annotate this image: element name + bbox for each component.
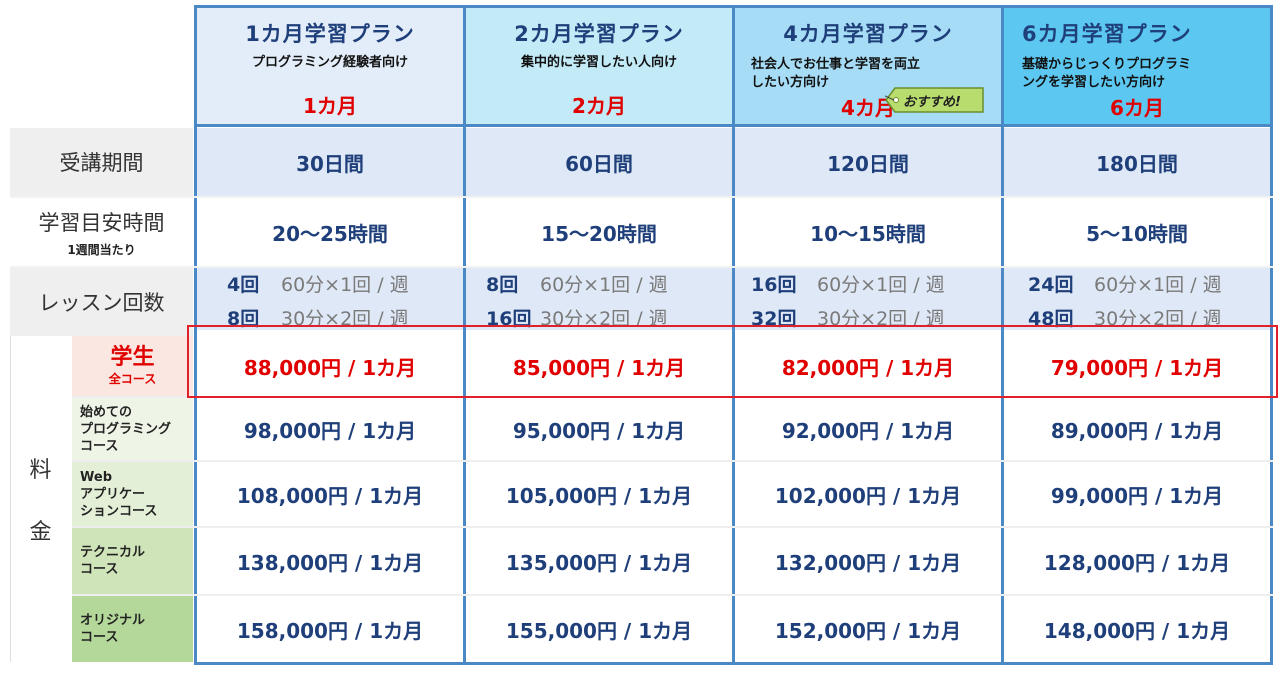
lessons-cell-3: 16回 60分×1回 / 週 32回 30分×2回 / 週 <box>735 268 1001 330</box>
plan-title: 6カ月学習プラン <box>1022 22 1192 46</box>
course-technical: テクニカル コース <box>72 528 193 594</box>
plan-header-4: 6カ月学習プラン 基礎からじっくりプログラミ ングを学習したい方向け 6カ月 <box>1004 8 1270 124</box>
course-web-app: Web アプリケー ションコース <box>72 462 193 526</box>
plan-duration: 6カ月 <box>1110 96 1164 120</box>
row-divider <box>10 266 1273 268</box>
grid-line <box>194 662 1273 665</box>
course-beginner: 始めての プログラミング コース <box>72 398 193 460</box>
lessons-cell-2: 8回 60分×1回 / 週 16回 30分×2回 / 週 <box>466 268 732 330</box>
plan-description: 基礎からじっくりプログラミ ングを学習したい方向け <box>1022 57 1192 90</box>
price-technical-1: 138,000円 / 1カ月 <box>197 528 463 594</box>
plan-header-3: 4カ月学習プラン 社会人でお仕事と学習を両立 したい方向け 4カ月 おすすめ! <box>735 8 1001 124</box>
plan-header-2: 2カ月学習プラン 集中的に学習したい人向け 2カ月 <box>466 8 732 124</box>
study-time-cell-2: 15〜20時間 <box>466 198 732 266</box>
price-original-2: 155,000円 / 1カ月 <box>466 596 732 662</box>
plan-description: 集中的に学習したい人向け <box>520 55 677 70</box>
plan-title: 2カ月学習プラン <box>514 22 684 46</box>
row-divider <box>72 526 1273 528</box>
price-beginner-4: 89,000円 / 1カ月 <box>1004 398 1270 460</box>
plan-duration: 2カ月 <box>572 94 626 118</box>
grid-line <box>1270 5 1273 665</box>
price-beginner-1: 98,000円 / 1カ月 <box>197 398 463 460</box>
period-cell-4: 180日間 <box>1004 128 1270 196</box>
plan-title: 1カ月学習プラン <box>245 22 415 46</box>
period-cell-3: 120日間 <box>735 128 1001 196</box>
plan-description: 社会人でお仕事と学習を両立 したい方向け <box>751 57 921 90</box>
price-student-1: 88,000円 / 1カ月 <box>197 336 463 396</box>
plan-duration: 1カ月 <box>303 94 357 118</box>
price-original-3: 152,000円 / 1カ月 <box>735 596 1001 662</box>
price-student-3: 82,000円 / 1カ月 <box>735 336 1001 396</box>
row-divider <box>72 594 1273 596</box>
course-original: オリジナル コース <box>72 596 193 662</box>
price-original-1: 158,000円 / 1カ月 <box>197 596 463 662</box>
tag-shape-icon <box>885 87 984 113</box>
period-cell-2: 60日間 <box>466 128 732 196</box>
row-label-study-time: 学習目安時間 1週間当たり <box>10 198 193 266</box>
row-label-period: 受講期間 <box>10 128 193 196</box>
price-technical-3: 132,000円 / 1カ月 <box>735 528 1001 594</box>
price-original-4: 148,000円 / 1カ月 <box>1004 596 1270 662</box>
price-web-app-4: 99,000円 / 1カ月 <box>1004 462 1270 526</box>
study-time-cell-4: 5〜10時間 <box>1004 198 1270 266</box>
grid-line <box>463 5 466 665</box>
period-cell-1: 30日間 <box>197 128 463 196</box>
row-divider <box>10 196 1273 198</box>
price-student-4: 79,000円 / 1カ月 <box>1004 336 1270 396</box>
price-technical-2: 135,000円 / 1カ月 <box>466 528 732 594</box>
grid-line <box>194 124 1273 127</box>
price-web-app-2: 105,000円 / 1カ月 <box>466 462 732 526</box>
grid-line <box>194 5 1273 8</box>
plan-header-1: 1カ月学習プラン プログラミング経験者向け 1カ月 <box>197 8 463 124</box>
price-beginner-3: 92,000円 / 1カ月 <box>735 398 1001 460</box>
course-student: 学生 全コース <box>72 336 193 396</box>
price-web-app-3: 102,000円 / 1カ月 <box>735 462 1001 526</box>
price-student-2: 85,000円 / 1カ月 <box>466 336 732 396</box>
plan-title: 4カ月学習プラン <box>783 22 953 46</box>
grid-line <box>1001 5 1004 665</box>
grid-line <box>732 5 735 665</box>
lessons-cell-4: 24回 60分×1回 / 週 48回 30分×2回 / 週 <box>1004 268 1270 330</box>
study-time-cell-1: 20〜25時間 <box>197 198 463 266</box>
grid-line <box>194 5 197 665</box>
study-time-cell-3: 10〜15時間 <box>735 198 1001 266</box>
price-beginner-2: 95,000円 / 1カ月 <box>466 398 732 460</box>
price-web-app-1: 108,000円 / 1カ月 <box>197 462 463 526</box>
recommend-badge: おすすめ! <box>885 86 985 114</box>
student-highlight-frame <box>187 325 1278 398</box>
plan-description: プログラミング経験者向け <box>251 55 408 70</box>
row-label-lessons: レッスン回数 <box>10 268 193 336</box>
lessons-cell-1: 4回 60分×1回 / 週 8回 30分×2回 / 週 <box>197 268 463 330</box>
price-technical-4: 128,000円 / 1カ月 <box>1004 528 1270 594</box>
row-divider <box>72 460 1273 462</box>
fee-label: 料 金 <box>10 336 70 662</box>
